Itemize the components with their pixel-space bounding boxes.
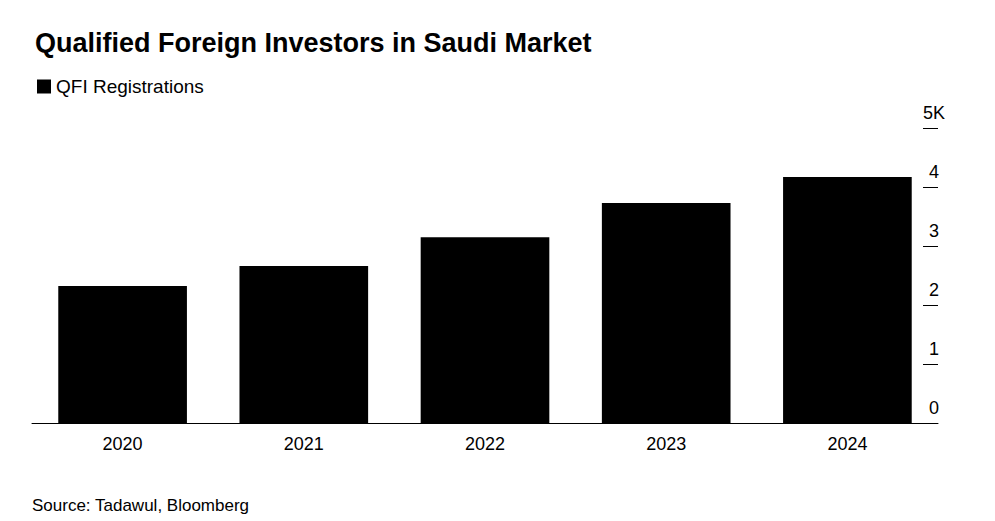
svg-text:2024: 2024 — [827, 434, 867, 454]
svg-text:1: 1 — [929, 339, 939, 359]
svg-text:2023: 2023 — [646, 434, 686, 454]
svg-text:Source: Tadawul, Bloomberg: Source: Tadawul, Bloomberg — [32, 496, 249, 515]
svg-text:2022: 2022 — [465, 434, 505, 454]
svg-text:2: 2 — [929, 280, 939, 300]
svg-text:QFI Registrations: QFI Registrations — [56, 76, 204, 97]
svg-text:Qualified Foreign Investors in: Qualified Foreign Investors in Saudi Mar… — [35, 28, 592, 58]
svg-text:5K: 5K — [923, 103, 945, 123]
svg-text:4: 4 — [929, 162, 939, 182]
svg-text:3: 3 — [929, 221, 939, 241]
svg-text:0: 0 — [929, 398, 939, 418]
svg-text:2021: 2021 — [284, 434, 324, 454]
svg-text:2020: 2020 — [103, 434, 143, 454]
